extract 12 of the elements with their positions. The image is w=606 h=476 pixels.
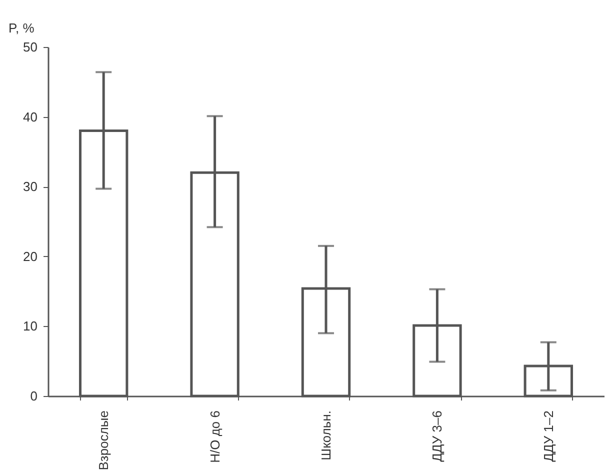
y-tick-label: 40	[23, 109, 38, 124]
y-tick-label: 0	[30, 388, 38, 404]
y-tick-label: 50	[23, 40, 38, 54]
y-tick-label: 20	[23, 248, 38, 264]
y-tick-label: 30	[23, 179, 38, 194]
x-tick-label: Н/О до 6	[207, 410, 222, 463]
x-tick-label: ДДУ 1–2	[540, 410, 556, 462]
x-tick-label: Взрослые	[96, 410, 112, 470]
y-tick-label: 10	[23, 318, 38, 334]
x-tick-label: Школьн.	[318, 410, 334, 460]
x-tick-label: ДДУ 3–6	[430, 410, 445, 462]
y-axis-title: P, %	[8, 20, 35, 36]
